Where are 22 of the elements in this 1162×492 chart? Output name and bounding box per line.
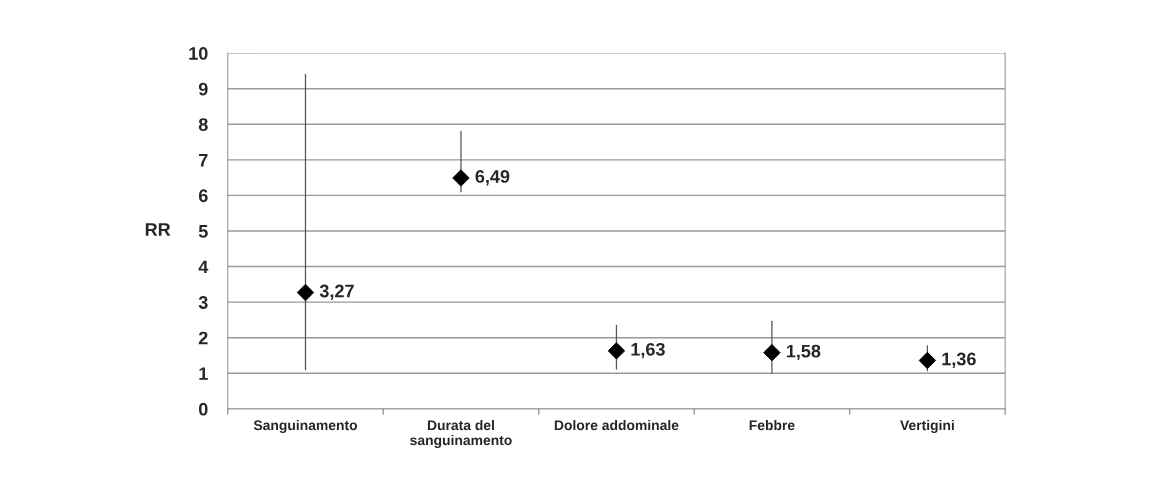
data-label: 1,58: [786, 344, 821, 361]
y-tick-label: 1: [199, 367, 208, 380]
y-tick-label: 4: [198, 260, 209, 274]
x-tick-label: Febbre: [749, 419, 795, 431]
y-tick-label: 7: [199, 153, 208, 167]
x-tick-label: Vertigini: [900, 419, 954, 433]
x-tick-label: Durata del sanguinamento: [410, 419, 512, 448]
data-label: 6,49: [475, 170, 510, 186]
data-label: 3,27: [319, 284, 354, 300]
data-label: 1,63: [631, 342, 665, 359]
x-tick-label: Sanguinamento: [253, 419, 358, 433]
y-tick-label: 8: [198, 118, 208, 131]
y-tick-label: 9: [198, 82, 208, 96]
y-tick-label: 6: [198, 189, 208, 203]
y-tick-label: 0: [198, 402, 208, 416]
y-tick-label: 10: [189, 47, 208, 60]
y-tick-label: 5: [198, 225, 208, 238]
x-tick-label: Dolore addominale: [554, 419, 679, 431]
y-tick-label: 3: [198, 296, 208, 309]
y-axis-title: RR: [145, 223, 171, 236]
data-label: 1,36: [942, 352, 976, 368]
y-tick-label: 2: [198, 331, 208, 345]
